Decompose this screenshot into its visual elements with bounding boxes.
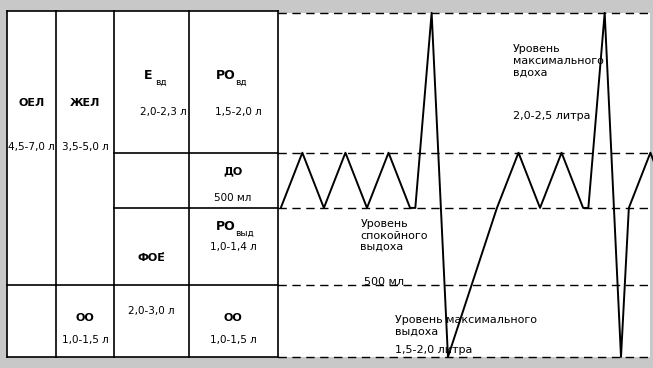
Bar xyxy=(7,11,278,357)
Text: 1,5-2,0 литра: 1,5-2,0 литра xyxy=(395,345,472,355)
Text: 4,5-7,0 л: 4,5-7,0 л xyxy=(8,142,55,152)
Text: 500 мл: 500 мл xyxy=(364,276,404,287)
Text: 2,0-2,5 литра: 2,0-2,5 литра xyxy=(513,111,590,121)
Text: Уровень
спокойного
выдоха: Уровень спокойного выдоха xyxy=(360,219,428,252)
Text: Е: Е xyxy=(144,69,152,82)
Text: ДО: ДО xyxy=(223,166,243,176)
Text: 3,5-5,0 л: 3,5-5,0 л xyxy=(61,142,108,152)
Text: 1,0-1,5 л: 1,0-1,5 л xyxy=(61,335,108,346)
Bar xyxy=(278,13,650,357)
Text: 1,0-1,4 л: 1,0-1,4 л xyxy=(210,241,257,252)
Text: выд: выд xyxy=(235,229,254,238)
Text: 1,5-2,0 л: 1,5-2,0 л xyxy=(215,107,263,117)
Text: ОО: ОО xyxy=(224,313,242,323)
Text: вд: вд xyxy=(235,78,247,87)
Text: 2,0-2,3 л: 2,0-2,3 л xyxy=(140,107,187,117)
Text: ОЕЛ: ОЕЛ xyxy=(18,98,44,108)
Text: ОО: ОО xyxy=(76,313,94,323)
Text: 1,0-1,5 л: 1,0-1,5 л xyxy=(210,335,257,346)
Text: Уровень максимального
выдоха: Уровень максимального выдоха xyxy=(395,315,537,336)
Text: 500 мл: 500 мл xyxy=(214,193,252,203)
Text: ЖЕЛ: ЖЕЛ xyxy=(70,98,100,108)
Text: РО: РО xyxy=(215,220,235,233)
Text: РО: РО xyxy=(215,69,235,82)
Text: Уровень
максимального
вдоха: Уровень максимального вдоха xyxy=(513,44,603,77)
Text: вд: вд xyxy=(155,78,167,87)
Text: 2,0-3,0 л: 2,0-3,0 л xyxy=(128,306,175,316)
Text: ФОЕ́: ФОЕ́ xyxy=(138,252,165,263)
